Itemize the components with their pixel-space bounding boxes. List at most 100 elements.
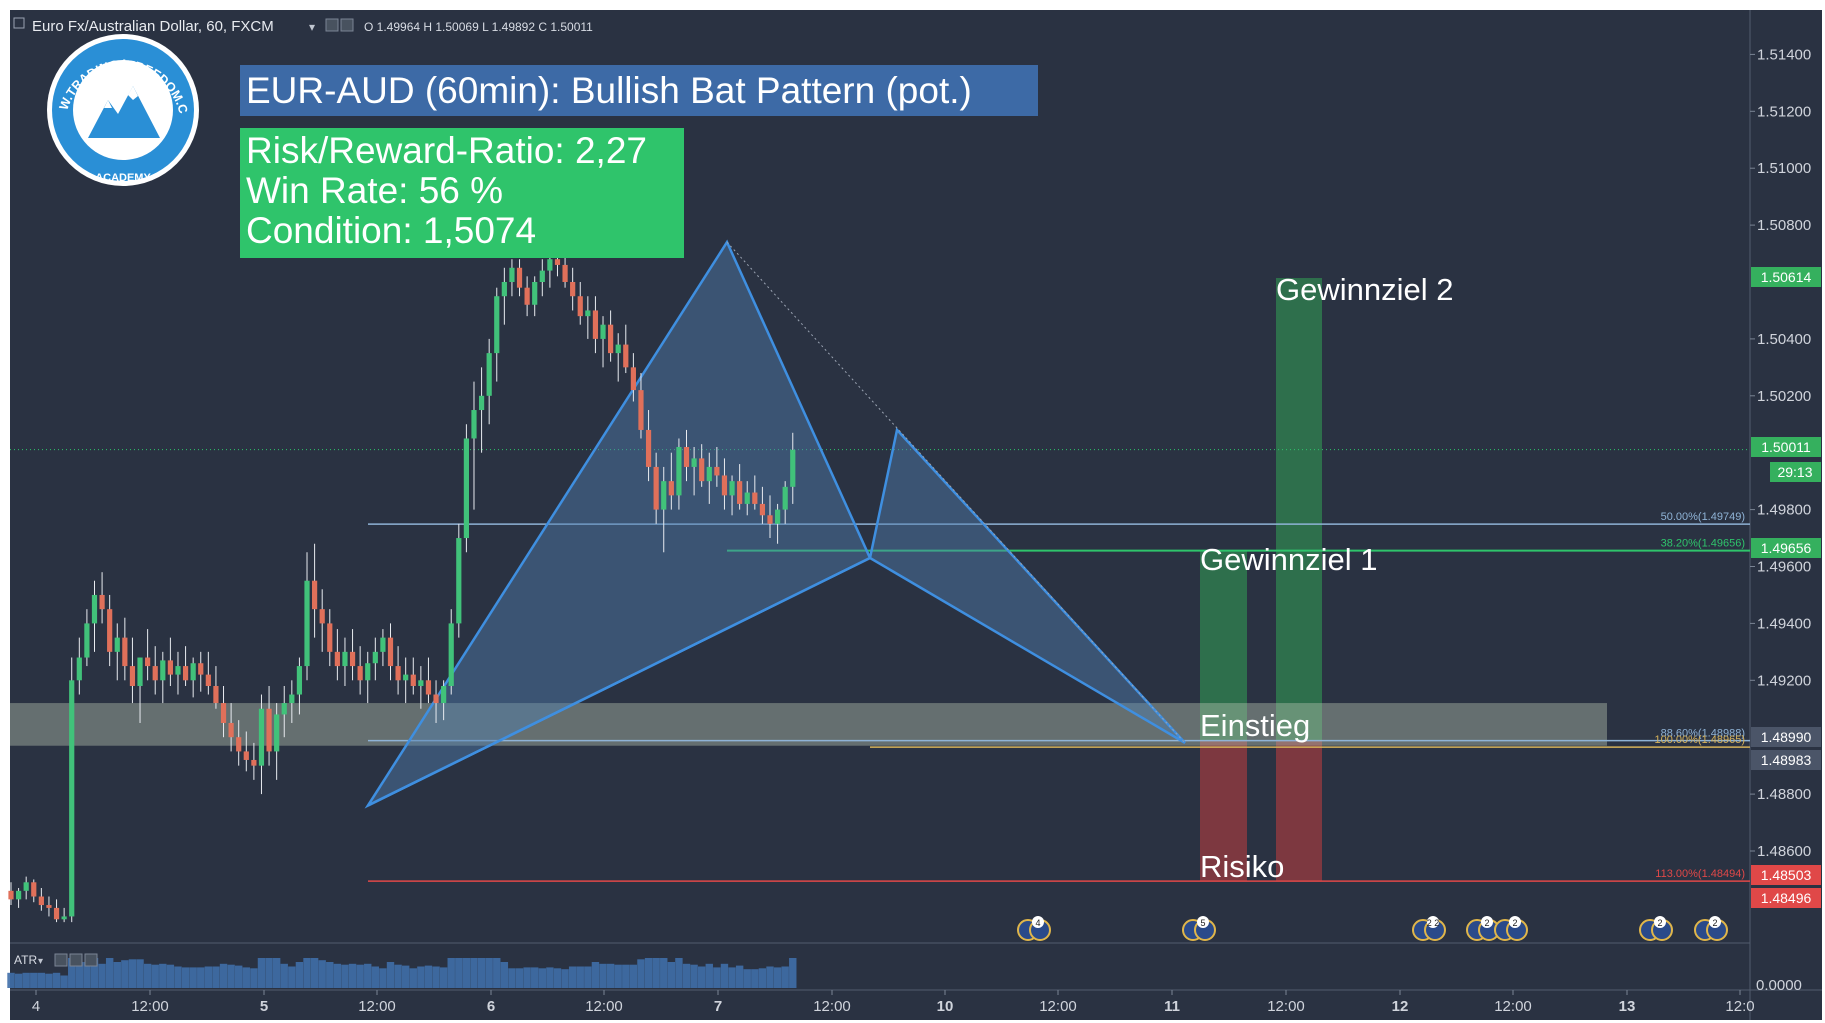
candle-body: [456, 538, 462, 624]
atr-bar: [743, 969, 751, 988]
eye-icon[interactable]: [325, 18, 339, 32]
atr-bar: [371, 966, 380, 988]
candle-body: [342, 651, 348, 667]
x-tick-label: 12:00: [813, 998, 851, 1015]
candle-body: [630, 367, 636, 391]
y-tick-label: 1.48600: [1757, 843, 1811, 860]
atr-dropdown-icon[interactable]: ▾: [38, 956, 43, 967]
candle-body: [478, 395, 485, 411]
candle-body: [8, 890, 14, 900]
atr-bar: [45, 973, 53, 988]
atr-bar: [591, 962, 600, 988]
zone-3: [1200, 740, 1247, 881]
candle-body: [69, 680, 75, 917]
atr-bar: [697, 966, 706, 988]
x-tick-label: 12:00: [585, 998, 623, 1015]
settings-icon[interactable]: [340, 18, 354, 32]
candle-body: [592, 310, 599, 339]
candle-body: [175, 666, 181, 675]
atr-bar: [30, 972, 38, 988]
atr-bar: [128, 959, 137, 988]
candle-body: [661, 481, 667, 510]
atr-settings-icon[interactable]: [69, 953, 83, 967]
candle-body: [137, 657, 143, 686]
candle-body: [516, 267, 523, 288]
atr-bar: [288, 966, 296, 988]
candle-body: [61, 916, 67, 920]
candle-body: [699, 458, 705, 482]
candle-body: [152, 666, 158, 681]
atr-bar: [113, 962, 121, 988]
bat-pattern-layer[interactable]: [364, 239, 1186, 809]
candle-body: [334, 651, 340, 667]
candle-body: [615, 344, 621, 354]
candle-body: [395, 666, 401, 681]
candle-body: [494, 296, 500, 354]
atr-bar: [265, 958, 273, 988]
atr-label[interactable]: ATR: [14, 953, 37, 967]
candle-body: [160, 660, 166, 681]
atr-bar: [7, 972, 15, 988]
atr-bar: [606, 963, 615, 988]
atr-close-icon[interactable]: [84, 953, 98, 967]
event-badges-layer[interactable]: 4 5 2 2 2 2 2 2: [1017, 916, 1728, 941]
candle-body: [372, 651, 378, 664]
candle-body: [433, 694, 439, 704]
candle-body: [281, 703, 287, 715]
atr-bar: [789, 958, 797, 988]
symbol-title[interactable]: Euro Fx/Australian Dollar, 60, FXCM: [32, 18, 274, 35]
atr-eye-icon[interactable]: [54, 953, 68, 967]
candle-body: [357, 666, 363, 681]
chart-title: EUR-AUD (60min): Bullish Bat Pattern (po…: [246, 70, 972, 111]
risk-reward-ratio: Risk/Reward-Ratio: 2,27: [246, 130, 647, 171]
win-rate: Win Rate: 56 %: [246, 170, 504, 211]
atr-bar: [197, 967, 205, 988]
atr-bar: [318, 960, 326, 988]
price-tag-label-5: 1.48503: [1761, 867, 1812, 883]
event-count-badge: [1032, 916, 1044, 928]
time-axis-ticks: 4 12:00 5 12:00 6 12:00 7 12:00 10 12:00 11 12:00 12…: [32, 990, 1755, 1015]
candle-body: [585, 310, 591, 317]
atr-bar: [523, 967, 531, 988]
atr-bar: [401, 965, 410, 988]
title-box[interactable]: EUR-AUD (60min): Bullish Bat Pattern (po…: [240, 65, 1038, 116]
x-tick-label: 4: [32, 998, 40, 1015]
candle-body: [790, 449, 796, 487]
atr-bar: [682, 963, 691, 988]
atr-bar: [14, 973, 23, 988]
price-tag-label-1: 1.50011: [1761, 439, 1811, 455]
candle-body: [349, 651, 356, 667]
candle-body: [289, 694, 295, 704]
atr-bar: [561, 969, 569, 988]
candles-layer: [8, 239, 796, 923]
atr-bar: [295, 962, 304, 988]
candle-body: [638, 390, 644, 430]
atr-bar: [22, 972, 30, 988]
candle-body: [220, 703, 227, 723]
event-count-badge: [1709, 916, 1721, 928]
symbol-dropdown-icon[interactable]: ▾: [309, 20, 315, 34]
event-count-badge: [1481, 916, 1493, 928]
candle-body: [570, 282, 576, 297]
atr-bar: [250, 968, 258, 988]
candle-body: [744, 492, 750, 504]
collapse-icon[interactable]: [13, 17, 25, 29]
event-count-badge: [1197, 916, 1209, 928]
candle-body: [99, 594, 105, 610]
atr-bar: [622, 964, 630, 988]
zone-2: [1200, 550, 1247, 741]
x-tick-label: 12:00: [1039, 998, 1077, 1015]
atr-bar: [675, 958, 683, 988]
atr-bar: [432, 966, 440, 988]
stats-box[interactable]: Risk/Reward-Ratio: 2,27 Win Rate: 56 % C…: [240, 128, 684, 258]
candle-body: [608, 324, 614, 354]
atr-bar: [166, 964, 175, 988]
candle-body: [107, 609, 113, 652]
candle-body: [418, 680, 424, 686]
atr-bar: [713, 967, 721, 988]
candle-body: [706, 466, 712, 482]
y-tick-label: 1.50200: [1757, 388, 1811, 405]
candle-body: [774, 509, 781, 524]
x-tick-label: 11: [1164, 998, 1180, 1015]
